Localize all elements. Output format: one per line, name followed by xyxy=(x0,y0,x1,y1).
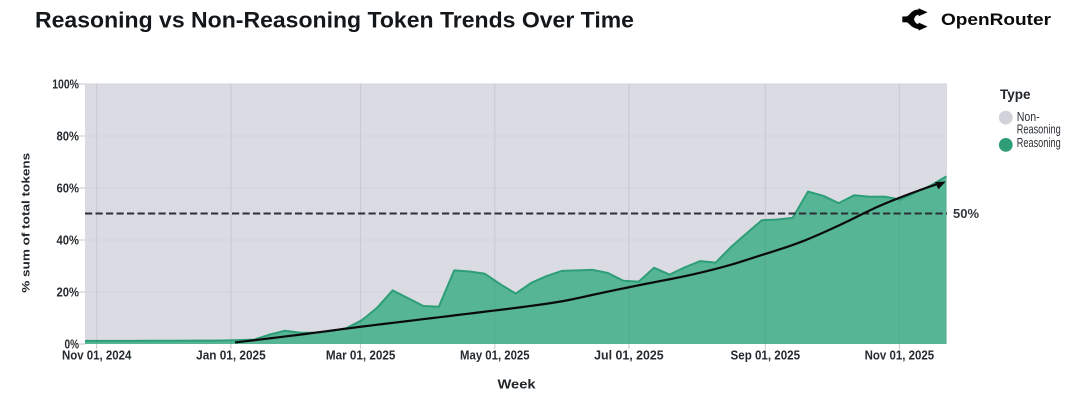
svg-text:50%: 50% xyxy=(953,206,979,221)
svg-text:60%: 60% xyxy=(57,181,80,195)
svg-text:Non-: Non- xyxy=(1017,110,1040,124)
svg-text:Week: Week xyxy=(498,377,537,392)
svg-text:Jul 01, 2025: Jul 01, 2025 xyxy=(594,349,664,363)
svg-text:Nov 01, 2025: Nov 01, 2025 xyxy=(865,349,935,363)
svg-text:Nov 01, 2024: Nov 01, 2024 xyxy=(62,349,132,363)
svg-text:40%: 40% xyxy=(57,233,80,247)
svg-text:20%: 20% xyxy=(57,285,80,299)
svg-text:May 01, 2025: May 01, 2025 xyxy=(460,349,530,363)
svg-text:0%: 0% xyxy=(65,337,80,351)
svg-text:Type: Type xyxy=(1000,87,1031,102)
svg-text:80%: 80% xyxy=(57,129,80,143)
svg-text:Sep 01, 2025: Sep 01, 2025 xyxy=(731,349,801,363)
svg-text:OpenRouter: OpenRouter xyxy=(941,10,1051,29)
svg-text:Mar 01, 2025: Mar 01, 2025 xyxy=(326,349,396,363)
svg-text:Reasoning: Reasoning xyxy=(1017,122,1061,136)
svg-text:Jan 01, 2025: Jan 01, 2025 xyxy=(196,349,266,363)
svg-text:% sum of total tokens: % sum of total tokens xyxy=(21,153,33,293)
svg-text:Reasoning vs Non-Reasoning Tok: Reasoning vs Non-Reasoning Token Trends … xyxy=(35,8,634,33)
svg-text:Reasoning: Reasoning xyxy=(1017,136,1061,150)
svg-text:100%: 100% xyxy=(52,77,79,91)
